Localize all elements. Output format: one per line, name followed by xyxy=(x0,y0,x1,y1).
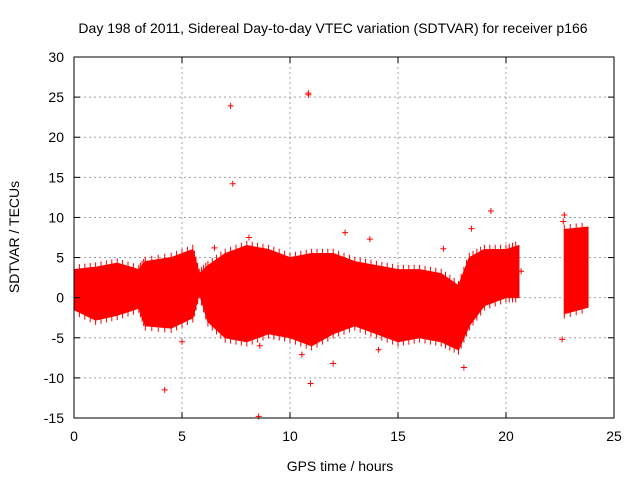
data-point xyxy=(229,180,236,187)
y-tick-label: 0 xyxy=(56,290,64,306)
x-tick-label: 5 xyxy=(178,428,186,444)
data-point xyxy=(460,364,467,371)
plot-frame xyxy=(73,56,615,419)
data-point xyxy=(179,338,185,345)
y-tick-label: 15 xyxy=(48,169,64,185)
data-point xyxy=(330,360,337,367)
x-tick-label: 20 xyxy=(498,428,514,444)
data-envelope xyxy=(73,222,589,355)
data-point xyxy=(256,342,263,349)
data-point xyxy=(440,245,447,252)
x-tick-label: 10 xyxy=(282,428,298,444)
y-tick-label: 20 xyxy=(48,129,64,145)
data-points xyxy=(161,90,568,420)
data-point xyxy=(366,236,373,243)
data-point xyxy=(559,336,566,343)
x-tick-label: 25 xyxy=(606,428,622,444)
x-tick-label: 0 xyxy=(70,428,78,444)
y-tick-label: 5 xyxy=(56,250,64,266)
data-point xyxy=(518,268,525,275)
grid-lines xyxy=(74,57,614,418)
y-tick-label: -15 xyxy=(44,410,64,426)
data-point xyxy=(487,208,494,215)
x-tick-label: 15 xyxy=(390,428,406,444)
data-point xyxy=(161,386,168,393)
data-point xyxy=(342,229,349,236)
data-point xyxy=(307,380,314,387)
x-axis-ticks: 0 5 10 15 20 25 xyxy=(70,57,622,444)
y-tick-label: -5 xyxy=(52,330,65,346)
y-tick-label: 10 xyxy=(48,209,64,225)
data-point xyxy=(560,218,567,225)
y-tick-label: 25 xyxy=(48,89,64,105)
y-axis-ticks: -15 -10 -5 0 5 10 15 20 25 30 xyxy=(44,49,614,426)
data-point xyxy=(305,91,312,98)
data-point xyxy=(561,212,568,219)
y-tick-label: 30 xyxy=(48,49,64,65)
y-axis-label: SDTVAR / TECUs xyxy=(6,181,22,293)
data-point xyxy=(245,234,252,241)
data-band-main xyxy=(73,244,520,351)
x-axis-label: GPS time / hours xyxy=(287,458,394,474)
data-point xyxy=(375,346,382,353)
data-point xyxy=(298,351,305,358)
data-point xyxy=(211,244,218,251)
chart-title: Day 198 of 2011, Sidereal Day-to-day VTE… xyxy=(78,20,587,36)
data-point xyxy=(468,225,475,232)
data-point xyxy=(227,102,234,109)
y-tick-label: -10 xyxy=(44,370,64,386)
